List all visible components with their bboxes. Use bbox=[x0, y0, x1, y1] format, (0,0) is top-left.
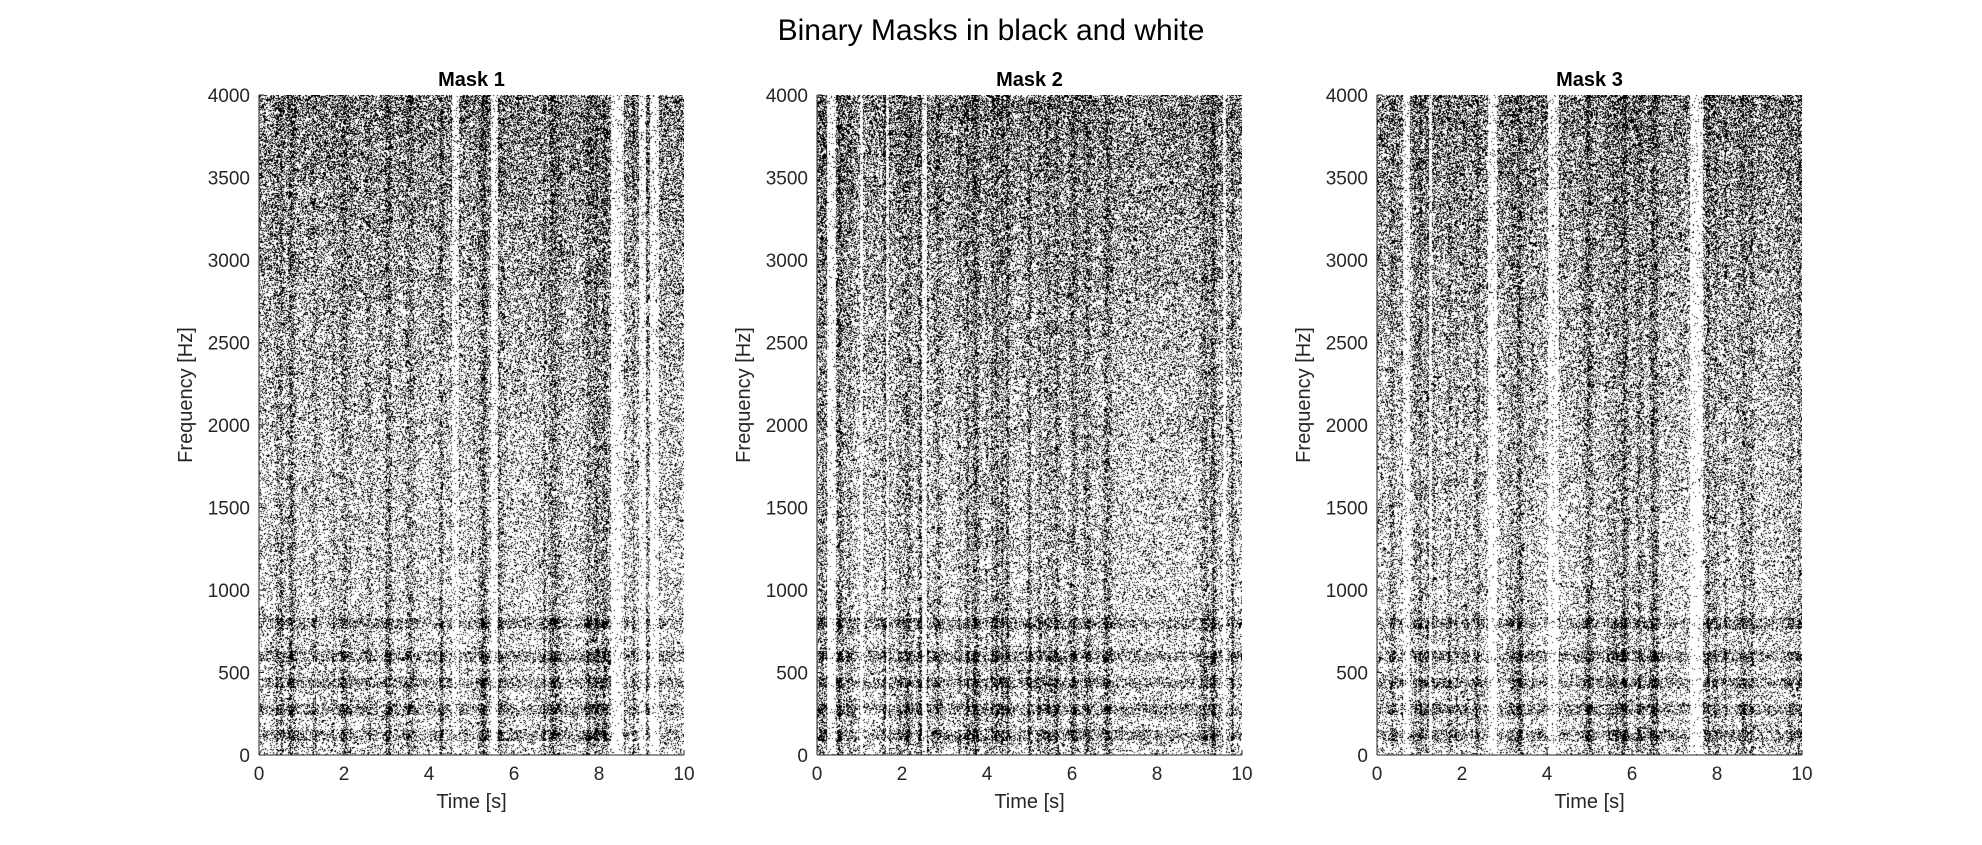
x-tick-label: 2 bbox=[897, 764, 908, 785]
x-tick-label: 0 bbox=[254, 764, 265, 785]
x-tick-label: 10 bbox=[1791, 764, 1812, 785]
y-tick-label: 2000 bbox=[1326, 416, 1368, 437]
y-tick-label: 1000 bbox=[1326, 581, 1368, 602]
y-tick-label: 0 bbox=[239, 746, 250, 767]
y-axis-label: Frequency [Hz] bbox=[175, 327, 197, 463]
x-axis-label: Time [s] bbox=[1554, 791, 1624, 813]
mask-heatmap-image bbox=[259, 95, 684, 755]
mask-heatmap-image bbox=[1377, 95, 1802, 755]
x-tick-label: 8 bbox=[1152, 764, 1163, 785]
x-tick-label: 4 bbox=[424, 764, 435, 785]
y-axis-label: Frequency [Hz] bbox=[1293, 327, 1315, 463]
y-tick-label: 1000 bbox=[208, 581, 250, 602]
y-tick-label: 1000 bbox=[766, 581, 808, 602]
x-tick-label: 6 bbox=[1067, 764, 1078, 785]
subplot-1: 0 2 4 6 8 10 0 500 1000 1500 2000 2500 3000 3500 4000 M… bbox=[175, 69, 695, 813]
figure-title: Binary Masks in black and white bbox=[777, 14, 1205, 47]
y-tick-label: 3000 bbox=[1326, 251, 1368, 272]
x-tick-label: 6 bbox=[509, 764, 520, 785]
mask-heatmap-image bbox=[817, 95, 1242, 755]
y-tick-label: 2000 bbox=[208, 416, 250, 437]
x-tick-label: 10 bbox=[673, 764, 694, 785]
subplot-title: Mask 3 bbox=[1556, 69, 1623, 91]
x-tick-label: 0 bbox=[1372, 764, 1383, 785]
subplot-title: Mask 2 bbox=[996, 69, 1063, 91]
y-tick-label: 1500 bbox=[1326, 499, 1368, 520]
x-tick-label: 4 bbox=[982, 764, 993, 785]
y-tick-label: 3000 bbox=[766, 251, 808, 272]
x-tick-label: 8 bbox=[1712, 764, 1723, 785]
y-tick-label: 3500 bbox=[1326, 169, 1368, 190]
x-tick-label: 2 bbox=[339, 764, 350, 785]
x-tick-label: 0 bbox=[812, 764, 823, 785]
subplot-2: 0 2 4 6 8 10 0 500 1000 1500 2000 2500 3000 3500 4000 M… bbox=[733, 69, 1253, 813]
x-tick-label: 8 bbox=[594, 764, 605, 785]
subplot-title: Mask 1 bbox=[438, 69, 505, 91]
y-tick-label: 4000 bbox=[208, 86, 250, 107]
y-tick-label: 500 bbox=[776, 664, 808, 685]
y-tick-label: 3500 bbox=[208, 169, 250, 190]
y-tick-label: 2000 bbox=[766, 416, 808, 437]
y-tick-label: 4000 bbox=[1326, 86, 1368, 107]
y-tick-label: 0 bbox=[797, 746, 808, 767]
y-tick-label: 4000 bbox=[766, 86, 808, 107]
x-axis-label: Time [s] bbox=[436, 791, 506, 813]
y-tick-label: 1500 bbox=[208, 499, 250, 520]
y-tick-label: 2500 bbox=[1326, 334, 1368, 355]
y-tick-label: 3500 bbox=[766, 169, 808, 190]
subplot-3: 0 2 4 6 8 10 0 500 1000 1500 2000 2500 3000 3500 4000 M… bbox=[1293, 69, 1813, 813]
y-tick-label: 500 bbox=[218, 664, 250, 685]
y-tick-label: 0 bbox=[1357, 746, 1368, 767]
x-tick-label: 4 bbox=[1542, 764, 1553, 785]
y-tick-label: 500 bbox=[1336, 664, 1368, 685]
x-axis-label: Time [s] bbox=[994, 791, 1064, 813]
x-tick-label: 10 bbox=[1231, 764, 1252, 785]
x-tick-label: 6 bbox=[1627, 764, 1638, 785]
y-tick-label: 3000 bbox=[208, 251, 250, 272]
x-tick-label: 2 bbox=[1457, 764, 1468, 785]
y-tick-label: 2500 bbox=[208, 334, 250, 355]
y-tick-label: 1500 bbox=[766, 499, 808, 520]
y-axis-label: Frequency [Hz] bbox=[733, 327, 755, 463]
y-tick-label: 2500 bbox=[766, 334, 808, 355]
